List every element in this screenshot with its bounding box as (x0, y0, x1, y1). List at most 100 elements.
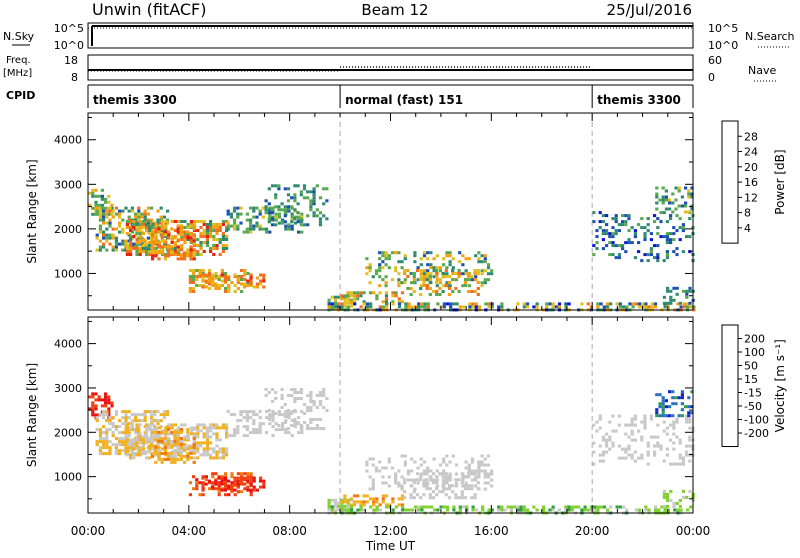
data-cell (677, 396, 681, 400)
data-cell (391, 302, 395, 306)
data-cell (173, 220, 177, 223)
data-cell (679, 508, 683, 512)
data-cell (486, 266, 491, 270)
data-cell (461, 478, 465, 482)
data-cell (240, 472, 244, 476)
data-cell (179, 248, 183, 252)
data-cell (205, 435, 209, 439)
data-cell (129, 250, 133, 253)
data-cell (236, 482, 240, 486)
data-cell (352, 294, 357, 298)
data-cell (381, 251, 385, 255)
data-cell (267, 208, 271, 212)
data-cell (146, 410, 150, 414)
data-cell (274, 223, 278, 227)
data-cell (678, 462, 682, 466)
data-cell (100, 197, 104, 201)
data-cell (192, 487, 196, 491)
data-cell (397, 300, 401, 304)
data-cell (239, 206, 243, 210)
data-cell (196, 447, 200, 451)
data-cell (177, 232, 181, 235)
data-cell (205, 232, 209, 235)
data-cell (682, 302, 686, 306)
data-cell (397, 469, 401, 473)
data-cell (333, 498, 338, 502)
data-cell (672, 426, 676, 430)
data-cell (229, 224, 233, 228)
data-cell (365, 302, 370, 306)
colorbar-tick-label: 12 (744, 191, 758, 204)
data-cell (447, 484, 452, 488)
data-cell (255, 215, 259, 219)
data-cell (633, 423, 637, 427)
data-cell (532, 305, 536, 309)
data-cell (435, 281, 439, 284)
data-cell (118, 212, 122, 216)
data-cell (643, 423, 647, 427)
data-cell (343, 304, 347, 308)
data-cell (157, 435, 161, 439)
freq-label: Freq. (6, 55, 31, 66)
data-cell (349, 505, 354, 509)
data-cell (121, 242, 125, 246)
data-cell (105, 434, 109, 438)
data-cell (436, 302, 440, 306)
data-cell (249, 227, 253, 231)
data-cell (218, 426, 222, 430)
data-cell (371, 275, 375, 279)
data-cell (130, 449, 134, 453)
data-cell (598, 459, 602, 463)
data-cell (159, 230, 163, 234)
data-cell (608, 435, 612, 439)
data-cell (226, 221, 230, 225)
data-cell (261, 227, 265, 231)
data-cell (261, 206, 265, 210)
data-cell (448, 263, 452, 267)
data-cell (170, 439, 174, 443)
data-cell (465, 505, 469, 509)
data-cell (202, 441, 206, 445)
data-cell (236, 212, 240, 216)
data-cell (400, 454, 404, 458)
data-cell (160, 245, 164, 249)
data-cell (236, 224, 240, 228)
data-cell (114, 248, 118, 252)
data-cell (445, 454, 449, 458)
data-cell (461, 284, 465, 288)
data-cell (160, 236, 164, 240)
data-cell (214, 472, 218, 476)
data-cell (114, 206, 118, 210)
data-cell (226, 224, 230, 228)
data-cell (198, 269, 202, 272)
data-cell (114, 449, 118, 453)
data-cell (627, 241, 631, 245)
data-cell (173, 241, 177, 244)
data-cell (192, 248, 196, 252)
data-cell (470, 457, 475, 461)
data-cell (143, 419, 147, 423)
data-cell (95, 248, 99, 252)
data-cell (595, 229, 599, 233)
data-cell (490, 478, 494, 482)
data-cell (586, 508, 590, 512)
data-cell (422, 254, 427, 258)
data-cell (270, 217, 275, 221)
data-cell (249, 230, 253, 234)
data-cell (240, 275, 244, 278)
data-cell (125, 426, 129, 430)
data-cell (480, 469, 484, 473)
data-cell (309, 202, 313, 206)
data-cell (444, 493, 448, 497)
data-cell (154, 230, 158, 234)
data-cell (95, 206, 99, 210)
data-cell (135, 444, 139, 448)
data-cell (146, 428, 150, 432)
data-cell (130, 440, 134, 444)
data-cell (352, 297, 357, 301)
data-cell (442, 469, 446, 473)
data-cell (477, 305, 482, 309)
data-cell (666, 495, 670, 499)
data-cell (150, 227, 154, 231)
data-cell (111, 215, 115, 219)
